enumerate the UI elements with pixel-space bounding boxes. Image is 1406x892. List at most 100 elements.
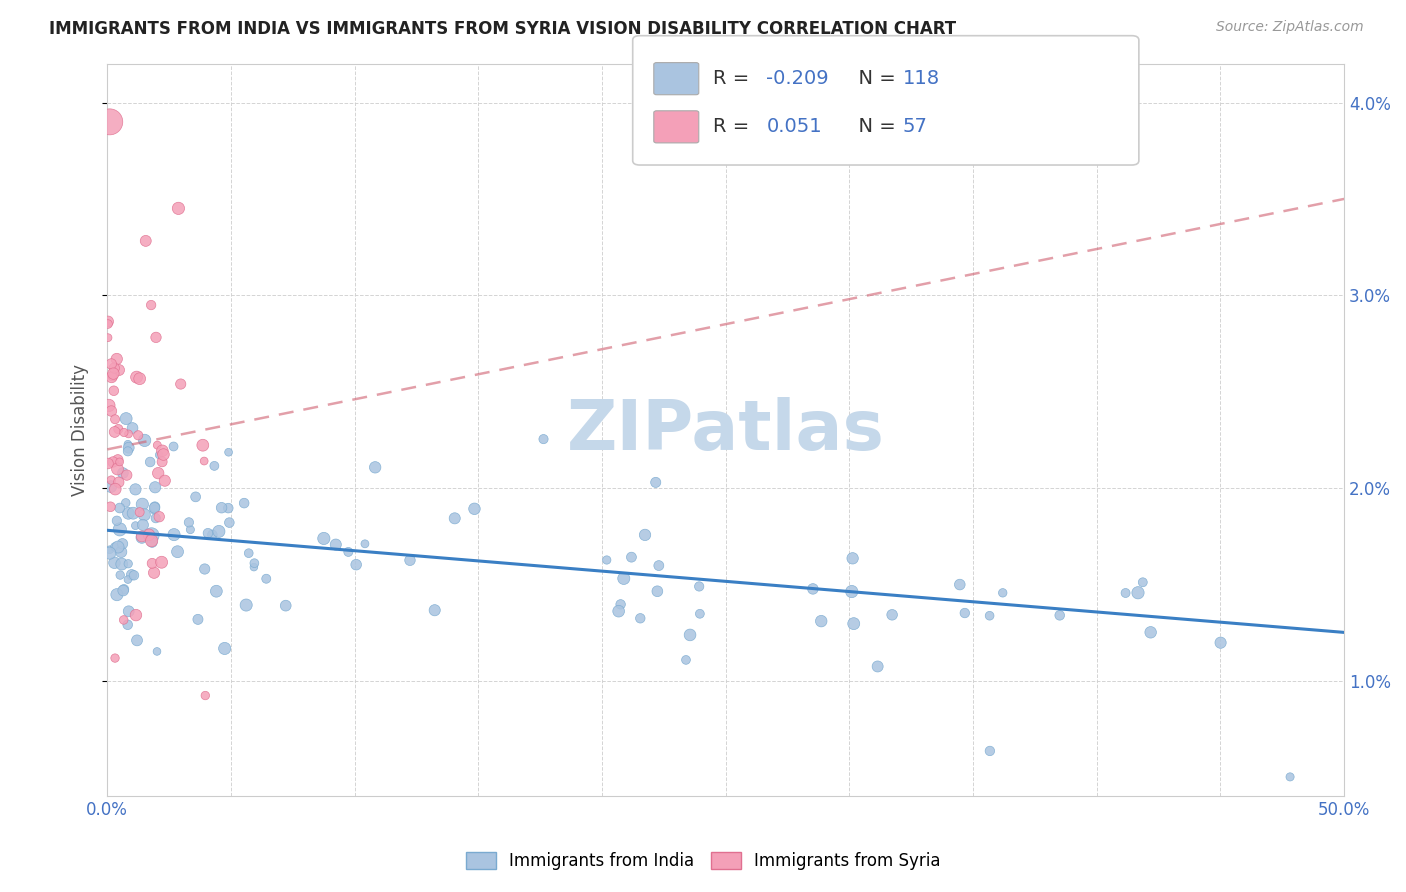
Point: [688, 579, 710, 593]
Point: [132, 518, 155, 533]
Point: [197, 526, 219, 541]
Point: [107, 540, 129, 554]
Point: [613, 571, 636, 585]
Point: [107, 475, 129, 490]
Point: [1139, 625, 1161, 640]
Point: [177, 516, 200, 530]
Point: [125, 633, 148, 648]
Point: [111, 466, 134, 480]
Point: [191, 438, 214, 452]
Point: [312, 532, 335, 546]
Point: [214, 641, 236, 656]
Point: [117, 437, 139, 451]
Point: [193, 454, 215, 468]
Point: [141, 557, 163, 571]
Point: [235, 598, 257, 612]
Point: [675, 653, 697, 667]
Point: [184, 490, 207, 504]
Point: [105, 514, 128, 528]
Point: [979, 744, 1001, 758]
Point: [463, 501, 485, 516]
Point: [105, 351, 128, 366]
Point: [596, 553, 619, 567]
Point: [609, 598, 631, 612]
Point: [152, 448, 174, 462]
Point: [620, 550, 643, 565]
Point: [138, 528, 160, 542]
Point: [118, 441, 141, 455]
Legend: Immigrants from India, Immigrants from Syria: Immigrants from India, Immigrants from S…: [458, 845, 948, 877]
Point: [145, 511, 167, 525]
Point: [194, 689, 217, 703]
Point: [364, 460, 387, 475]
Point: [128, 505, 150, 519]
Point: [125, 370, 148, 384]
Point: [163, 527, 186, 541]
Point: [146, 644, 169, 658]
Point: [117, 557, 139, 571]
Point: [117, 444, 139, 458]
Point: [841, 584, 863, 599]
Point: [127, 428, 149, 442]
Point: [344, 558, 367, 572]
Point: [117, 617, 139, 632]
Point: [218, 445, 240, 459]
Point: [201, 527, 224, 541]
Point: [112, 613, 135, 627]
Text: 57: 57: [903, 118, 928, 136]
Point: [167, 202, 190, 216]
Point: [115, 468, 138, 483]
Point: [628, 611, 651, 625]
Point: [423, 603, 446, 617]
Point: [354, 537, 377, 551]
Point: [104, 651, 127, 665]
Point: [97, 399, 120, 413]
Point: [107, 453, 129, 467]
Point: [115, 411, 138, 425]
Point: [679, 628, 702, 642]
Point: [979, 608, 1001, 623]
Point: [217, 501, 239, 516]
Point: [112, 582, 135, 597]
Point: [108, 522, 131, 536]
Point: [139, 455, 162, 469]
Point: [689, 607, 711, 621]
Point: [122, 568, 145, 582]
Point: [97, 317, 120, 331]
Point: [104, 482, 127, 496]
Point: [108, 455, 131, 469]
Point: [105, 588, 128, 602]
Point: [107, 422, 129, 436]
Point: [110, 545, 132, 559]
Point: [325, 538, 347, 552]
Point: [100, 480, 122, 494]
Point: [150, 455, 173, 469]
Point: [100, 370, 122, 384]
Point: [179, 523, 201, 537]
Point: [141, 535, 163, 549]
Point: [145, 330, 167, 344]
Point: [112, 425, 135, 440]
Point: [801, 582, 824, 596]
Point: [205, 584, 228, 599]
Point: [108, 501, 131, 516]
Point: [150, 555, 173, 569]
Point: [103, 361, 125, 376]
Text: N =: N =: [846, 118, 903, 136]
Y-axis label: Vision Disability: Vision Disability: [72, 364, 89, 496]
Point: [146, 438, 169, 452]
Point: [104, 540, 127, 554]
Point: [100, 404, 122, 418]
Point: [117, 573, 139, 587]
Point: [134, 434, 156, 448]
Point: [103, 384, 125, 398]
Point: [337, 545, 360, 559]
Point: [644, 475, 666, 490]
Point: [148, 448, 170, 462]
Point: [399, 553, 422, 567]
Point: [124, 483, 146, 497]
Point: [953, 606, 976, 620]
Point: [101, 369, 124, 384]
Point: [211, 500, 233, 515]
Point: [153, 474, 176, 488]
